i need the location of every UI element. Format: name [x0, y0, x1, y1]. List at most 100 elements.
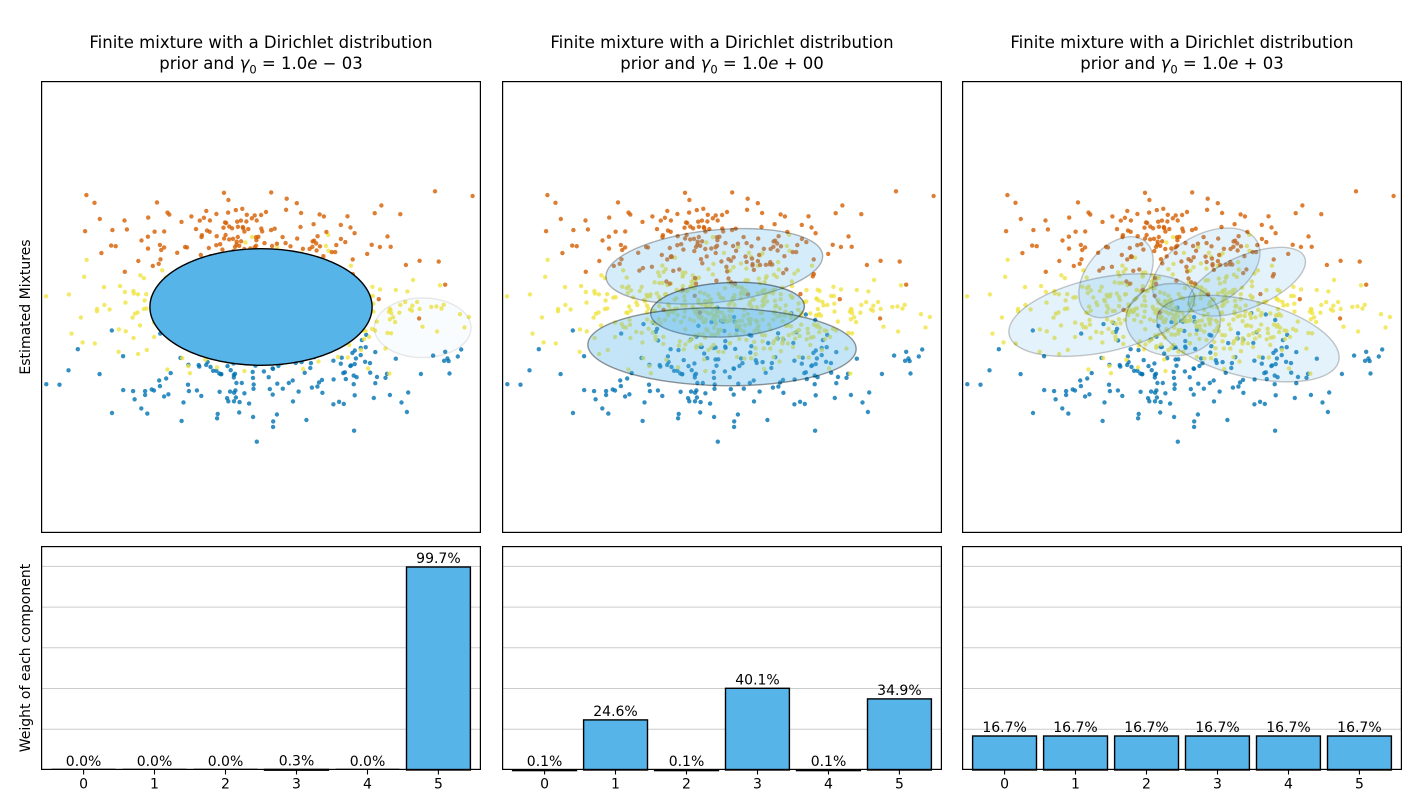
- scatter-point: [1262, 370, 1267, 376]
- scatter-point: [658, 321, 663, 326]
- scatter-point: [1324, 299, 1329, 305]
- scatter-point: [198, 252, 203, 258]
- scatter-point: [677, 339, 682, 344]
- scatter-point: [1155, 239, 1160, 244]
- scatter-point: [1298, 287, 1304, 292]
- scatter-point: [780, 377, 786, 383]
- scatter-point: [1252, 358, 1257, 363]
- scatter-point: [865, 409, 871, 415]
- scatter-point: [736, 244, 741, 250]
- scatter-point: [1079, 331, 1084, 336]
- scatter-point: [404, 409, 410, 415]
- scatter-point: [434, 329, 440, 334]
- scatter-point: [462, 325, 467, 330]
- scatter-point: [665, 257, 670, 262]
- scatter-point: [592, 335, 597, 341]
- scatter-point: [676, 411, 681, 417]
- scatter-point: [660, 393, 665, 399]
- scatter-point: [1142, 314, 1147, 320]
- scatter-point: [331, 402, 336, 407]
- scatter-point: [1220, 359, 1225, 365]
- scatter-point: [164, 376, 169, 381]
- scatter-point: [181, 400, 186, 405]
- panel-title-gamma-1e03: Finite mixture with a Dirichlet distribu…: [962, 33, 1402, 75]
- scatter-point: [716, 349, 721, 354]
- scatter-point: [1171, 375, 1177, 381]
- scatter-point: [1259, 361, 1264, 366]
- scatter-point: [1104, 317, 1110, 322]
- scatter-point: [1387, 314, 1393, 320]
- scatter-point: [733, 248, 739, 253]
- bar-panel-gamma-1e00: 0.1% 24.6% 0.1% 40.1% 0.1% 34.9% 0 1 2 3 4 5: [502, 546, 942, 793]
- bar-value-label: 0.0%: [137, 754, 173, 770]
- scatter-point: [218, 242, 223, 247]
- scatter-point: [657, 362, 662, 368]
- scatter-point: [780, 339, 785, 344]
- scatter-point: [1115, 388, 1121, 393]
- scatter-point: [398, 212, 403, 217]
- scatter-point: [116, 327, 122, 332]
- scatter-point: [1245, 323, 1250, 328]
- scatter-plot: [41, 81, 481, 533]
- scatter-point: [142, 392, 148, 398]
- scatter-point: [1229, 360, 1235, 366]
- scatter-point: [1158, 399, 1163, 405]
- scatter-point: [699, 314, 704, 319]
- scatter-point: [1189, 227, 1195, 233]
- scatter-point: [728, 258, 734, 263]
- scatter-point: [1144, 289, 1149, 294]
- scatter-point: [893, 189, 899, 194]
- scatter-point: [1174, 363, 1179, 368]
- scatter-point: [343, 239, 348, 245]
- scatter-point: [1114, 326, 1120, 331]
- bar-value-label: 16.7%: [1195, 720, 1239, 736]
- scatter-point: [852, 315, 857, 320]
- scatter-point: [603, 388, 609, 394]
- scatter-point: [1252, 271, 1257, 276]
- scatter-point: [331, 377, 336, 382]
- scatter-point: [1314, 287, 1319, 293]
- scatter-point: [722, 316, 728, 321]
- scatter-point: [686, 363, 691, 369]
- scatter-point: [393, 287, 398, 293]
- scatter-point: [1164, 240, 1169, 245]
- scatter-point: [731, 255, 736, 260]
- scatter-point: [864, 299, 869, 305]
- scatter-point: [1247, 248, 1252, 253]
- scatter-point: [764, 299, 770, 304]
- scatter-point: [320, 390, 325, 395]
- scatter-point: [760, 339, 765, 344]
- scatter-point: [1086, 367, 1091, 372]
- scatter-point: [701, 206, 706, 211]
- scatter-point: [606, 411, 611, 416]
- scatter-point: [1149, 368, 1154, 373]
- bar: [1326, 735, 1393, 771]
- scatter-point: [605, 292, 610, 297]
- scatter-point: [1232, 222, 1237, 227]
- scatter-point: [829, 370, 834, 375]
- scatter-point: [666, 302, 671, 307]
- scatter-point: [1214, 360, 1219, 366]
- scatter-point: [1184, 209, 1190, 215]
- scatter-point: [560, 250, 565, 256]
- scatter-point: [1180, 310, 1185, 315]
- scatter-point: [797, 399, 803, 404]
- scatter-point: [747, 302, 752, 307]
- scatter-point: [681, 357, 686, 363]
- scatter-point: [833, 328, 839, 333]
- scatter-point: [1142, 236, 1148, 241]
- scatter-point: [1264, 337, 1269, 342]
- scatter-point: [1246, 333, 1252, 338]
- scatter-point: [745, 311, 751, 317]
- tick-label: 1: [150, 777, 159, 793]
- scatter-point: [1175, 218, 1180, 223]
- scatter-point: [768, 327, 773, 332]
- scatter-point: [767, 262, 772, 267]
- scatter-point: [749, 333, 754, 338]
- scatter-point: [1238, 292, 1243, 297]
- scatter-point: [624, 275, 629, 280]
- scatter-point: [199, 393, 204, 399]
- scatter-point: [1339, 371, 1345, 377]
- scatter-point: [739, 318, 745, 323]
- scatter-point: [187, 371, 193, 376]
